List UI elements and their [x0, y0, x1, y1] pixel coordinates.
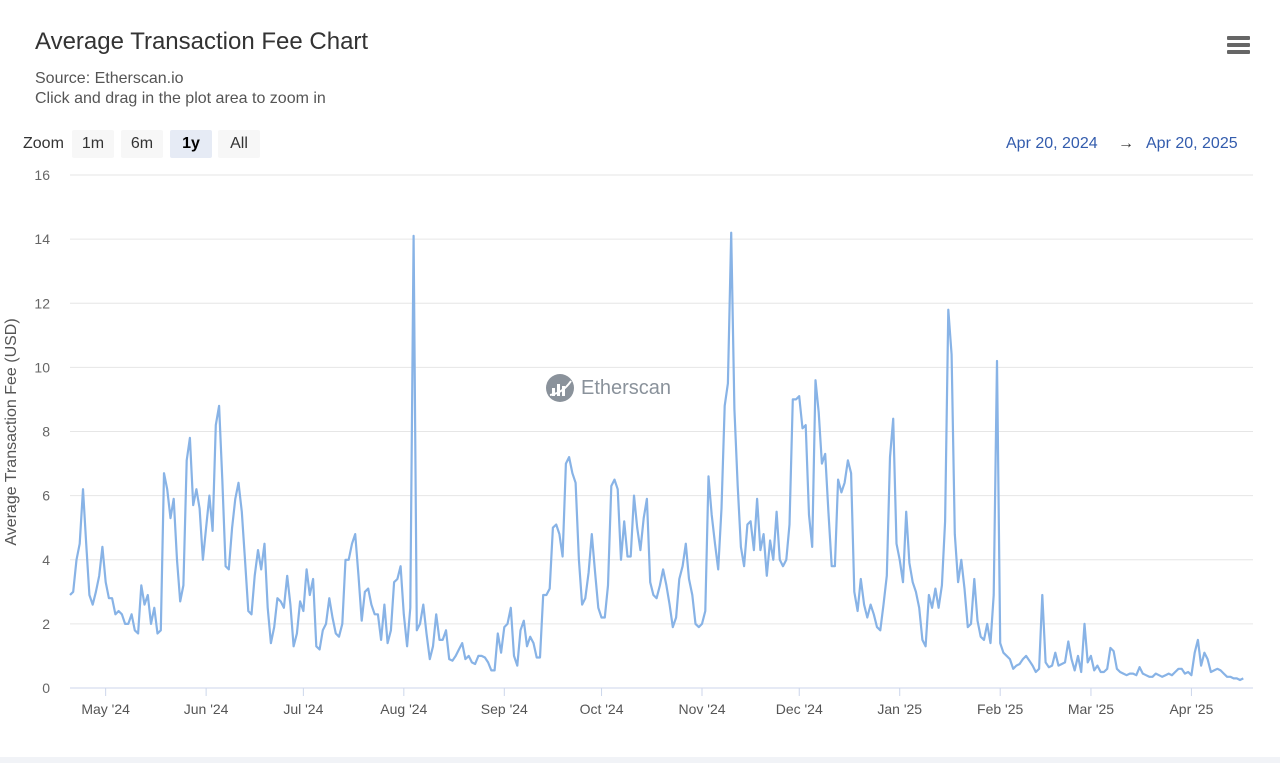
y-tick-label: 14	[34, 231, 50, 247]
chart-title: Average Transaction Fee Chart	[35, 28, 369, 55]
watermark-text: Etherscan	[581, 376, 672, 399]
chart-subtitle: Source: Etherscan.io Click and drag in t…	[35, 69, 326, 109]
zoom-6m-button[interactable]: 6m	[121, 130, 163, 158]
zoom-1m-button[interactable]: 1m	[72, 130, 114, 158]
hamburger-menu-icon[interactable]	[1227, 36, 1250, 54]
y-tick-label: 16	[34, 167, 50, 183]
zoom-all-button[interactable]: All	[218, 130, 260, 158]
x-tick-label: Apr '25	[1169, 701, 1213, 717]
x-tick-label: Nov '24	[678, 701, 725, 717]
series-line	[69, 231, 1244, 682]
source-text: Source: Etherscan.io	[35, 70, 184, 87]
range-arrow: →	[1118, 135, 1134, 152]
range-from-input[interactable]: Apr 20, 2024	[1006, 135, 1098, 152]
x-tick-label: Jul '24	[283, 701, 323, 717]
y-tick-label: 4	[42, 552, 50, 568]
x-tick-label: Jan '25	[877, 701, 922, 717]
y-tick-label: 8	[42, 424, 50, 440]
x-tick-label: Aug '24	[380, 701, 427, 717]
x-tick-label: May '24	[81, 701, 130, 717]
y-axis-label: Average Transaction Fee (USD)	[3, 318, 20, 545]
etherscan-logo-icon	[546, 374, 574, 402]
zoom-label: Zoom	[23, 135, 64, 152]
y-tick-label: 12	[34, 295, 50, 311]
page-bottom-bar	[0, 757, 1280, 763]
x-tick-label: Oct '24	[580, 701, 624, 717]
x-tick-label: Mar '25	[1068, 701, 1114, 717]
zoom-hint-text: Click and drag in the plot area to zoom …	[35, 90, 326, 107]
y-tick-label: 6	[42, 488, 50, 504]
x-tick-label: Dec '24	[776, 701, 823, 717]
y-tick-label: 2	[42, 616, 50, 632]
zoom-1y-button[interactable]: 1y	[170, 130, 212, 158]
range-to-input[interactable]: Apr 20, 2025	[1146, 135, 1238, 152]
etherscan-watermark: Etherscan	[545, 373, 671, 403]
x-tick-label: Jun '24	[184, 701, 229, 717]
y-tick-label: 0	[42, 680, 50, 696]
x-tick-label: Sep '24	[481, 701, 528, 717]
x-tick-label: Feb '25	[977, 701, 1023, 717]
y-tick-label: 10	[34, 359, 50, 375]
